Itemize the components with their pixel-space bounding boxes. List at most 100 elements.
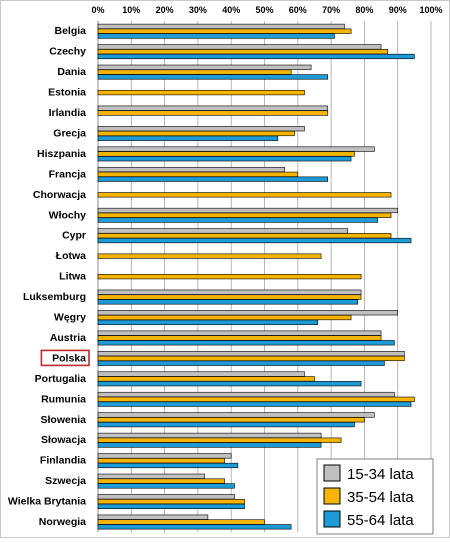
bar xyxy=(97,462,239,469)
category-label: Włochy xyxy=(49,209,86,221)
x-tick-label: 0% xyxy=(91,5,104,15)
bar xyxy=(97,483,235,489)
bar xyxy=(97,212,392,218)
bars xyxy=(97,23,415,530)
bar xyxy=(97,498,245,505)
bar xyxy=(97,171,299,177)
category-label: Hiszpania xyxy=(37,148,86,160)
bar xyxy=(97,135,279,141)
bar xyxy=(97,89,305,96)
category-label: Litwa xyxy=(59,271,86,283)
category-label: Austria xyxy=(50,332,86,344)
bar xyxy=(97,458,225,464)
bar xyxy=(97,524,292,530)
bar xyxy=(97,514,209,520)
bar xyxy=(97,110,329,116)
legend: 15-34 lata 35-54 lata 55-64 lata xyxy=(316,458,434,535)
bar xyxy=(97,105,329,111)
bar xyxy=(97,146,375,152)
bar xyxy=(97,391,395,398)
legend-label: 55-64 lata xyxy=(347,512,414,529)
bar xyxy=(97,473,205,479)
bar xyxy=(97,207,399,214)
bar xyxy=(97,381,362,387)
category-label: Wielka Brytania xyxy=(8,496,86,508)
bar xyxy=(97,156,352,162)
category-label: Łotwa xyxy=(56,250,86,262)
category-labels: Belgia Czechy Dania Estonia Irlandia Grecja Hi… xyxy=(8,25,90,528)
bar xyxy=(97,396,415,402)
bar xyxy=(97,192,392,198)
bar xyxy=(97,130,295,137)
bar xyxy=(97,176,329,182)
bar xyxy=(97,371,305,377)
category-label: Luksemburg xyxy=(23,291,86,303)
bar xyxy=(97,233,392,239)
bar xyxy=(97,478,225,484)
category-label: Francja xyxy=(49,168,87,180)
x-tick-label: 80% xyxy=(355,5,373,15)
bar xyxy=(97,151,355,157)
bar xyxy=(97,442,322,448)
bar xyxy=(97,289,362,295)
x-tick-label: 70% xyxy=(322,5,340,15)
category-label: Słowenia xyxy=(40,414,86,426)
bar xyxy=(97,274,362,280)
bar xyxy=(97,23,345,30)
x-tick-label: 90% xyxy=(389,5,407,15)
category-label: Norwegia xyxy=(39,516,86,528)
legend-label: 35-54 lata xyxy=(347,489,414,506)
x-axis-tick-labels: 0% 10% 20% 30% 40% 50% 60% 70% 80% 90% 100% xyxy=(91,5,442,15)
bar xyxy=(97,453,232,459)
bar xyxy=(97,237,412,244)
bar xyxy=(97,319,319,325)
bar xyxy=(97,417,365,423)
bar xyxy=(97,74,329,80)
bar xyxy=(97,253,322,259)
bar xyxy=(97,44,382,50)
bar xyxy=(97,401,412,407)
x-tick-label: 20% xyxy=(156,5,174,15)
category-label: Węgry xyxy=(54,312,86,324)
category-label: Estonia xyxy=(48,87,86,99)
bar xyxy=(97,421,355,428)
bar xyxy=(97,340,395,346)
x-tick-label: 60% xyxy=(289,5,307,15)
x-tick-label: 50% xyxy=(255,5,273,15)
bar xyxy=(97,330,382,336)
bar xyxy=(97,69,292,75)
x-tick-label: 40% xyxy=(222,5,240,15)
highlight-box xyxy=(40,349,90,367)
category-label: Irlandia xyxy=(49,107,87,119)
legend-swatch xyxy=(323,464,341,482)
legend-swatch xyxy=(323,487,341,505)
category-label: Słowacja xyxy=(41,434,86,446)
bar xyxy=(97,28,352,34)
bar xyxy=(97,355,405,362)
bar xyxy=(97,351,405,357)
bar xyxy=(97,294,362,300)
legend-swatch xyxy=(323,510,341,528)
x-tick-label: 100% xyxy=(419,5,442,15)
bar xyxy=(97,335,382,341)
bar xyxy=(97,217,379,223)
category-label: Grecja xyxy=(53,127,86,139)
bar xyxy=(97,412,375,418)
bar xyxy=(97,314,352,321)
category-label: Szwecja xyxy=(45,475,86,487)
bar xyxy=(97,360,385,366)
category-label: Rumunia xyxy=(41,393,86,405)
category-label: Cypr xyxy=(62,230,86,242)
category-label: Chorwacja xyxy=(33,189,86,201)
x-tick-label: 10% xyxy=(122,5,140,15)
bar xyxy=(97,376,315,382)
bar xyxy=(97,53,415,60)
bar xyxy=(97,299,359,305)
bar xyxy=(97,519,265,525)
bar xyxy=(97,503,245,509)
bar xyxy=(97,228,349,234)
category-label: Czechy xyxy=(49,46,86,58)
bar xyxy=(97,33,335,39)
